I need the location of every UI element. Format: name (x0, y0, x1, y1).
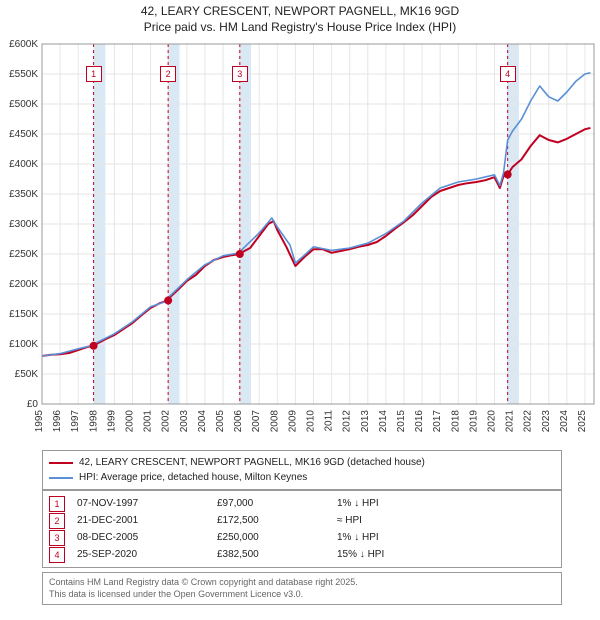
svg-text:2024: 2024 (559, 410, 570, 433)
chart-marker-3: 3 (232, 66, 248, 82)
event-date: 08-DEC-2005 (77, 532, 217, 543)
svg-text:2007: 2007 (251, 410, 262, 433)
svg-text:£0: £0 (27, 399, 39, 410)
event-date: 07-NOV-1997 (77, 498, 217, 509)
footer-line1: Contains HM Land Registry data © Crown c… (49, 577, 555, 589)
event-hpi: 15% ↓ HPI (337, 549, 384, 560)
event-price: £172,500 (217, 515, 337, 526)
title-line1: 42, LEARY CRESCENT, NEWPORT PAGNELL, MK1… (0, 4, 600, 20)
events-table: 107-NOV-1997£97,0001% ↓ HPI221-DEC-2001£… (42, 490, 562, 568)
event-marker-num: 3 (49, 530, 65, 546)
chart-marker-4: 4 (500, 66, 516, 82)
event-price: £250,000 (217, 532, 337, 543)
event-row: 2 21-DEC-2001£172,500≈ HPI (49, 512, 555, 529)
svg-text:2009: 2009 (287, 410, 298, 433)
svg-text:1995: 1995 (34, 410, 45, 433)
svg-text:2019: 2019 (468, 410, 479, 433)
svg-text:£300K: £300K (9, 219, 38, 230)
svg-text:2020: 2020 (486, 410, 497, 433)
svg-text:£600K: £600K (9, 40, 38, 50)
svg-text:£200K: £200K (9, 279, 38, 290)
svg-text:£400K: £400K (9, 159, 38, 170)
event-hpi: 1% ↓ HPI (337, 532, 379, 543)
svg-text:2023: 2023 (541, 410, 552, 433)
svg-text:2021: 2021 (505, 410, 516, 433)
svg-text:2005: 2005 (215, 410, 226, 433)
svg-text:2008: 2008 (269, 410, 280, 433)
event-date: 21-DEC-2001 (77, 515, 217, 526)
svg-text:2015: 2015 (396, 410, 407, 433)
event-hpi: 1% ↓ HPI (337, 498, 379, 509)
svg-text:2002: 2002 (161, 410, 172, 433)
svg-text:£250K: £250K (9, 249, 38, 260)
legend-label: HPI: Average price, detached house, Milt… (79, 472, 307, 483)
event-marker-num: 4 (49, 547, 65, 563)
svg-text:2018: 2018 (450, 410, 461, 433)
svg-text:2006: 2006 (233, 410, 244, 433)
event-row: 4 25-SEP-2020£382,50015% ↓ HPI (49, 546, 555, 563)
svg-text:2014: 2014 (378, 410, 389, 433)
legend-swatch (49, 477, 73, 479)
svg-text:2001: 2001 (143, 410, 154, 433)
svg-text:2025: 2025 (577, 410, 588, 433)
svg-text:1998: 1998 (88, 410, 99, 433)
event-price: £97,000 (217, 498, 337, 509)
event-date: 25-SEP-2020 (77, 549, 217, 560)
svg-text:2022: 2022 (523, 410, 534, 433)
svg-text:£450K: £450K (9, 129, 38, 140)
svg-text:2012: 2012 (342, 410, 353, 433)
svg-text:2011: 2011 (324, 410, 335, 432)
footer: Contains HM Land Registry data © Crown c… (42, 572, 562, 605)
svg-text:1999: 1999 (106, 410, 117, 433)
svg-text:£500K: £500K (9, 99, 38, 110)
svg-text:£150K: £150K (9, 309, 38, 320)
chart-title: 42, LEARY CRESCENT, NEWPORT PAGNELL, MK1… (0, 0, 600, 35)
chart-marker-1: 1 (86, 66, 102, 82)
svg-text:2004: 2004 (197, 410, 208, 433)
svg-text:£100K: £100K (9, 339, 38, 350)
svg-text:2013: 2013 (360, 410, 371, 433)
title-line2: Price paid vs. HM Land Registry's House … (0, 20, 600, 36)
legend-item: HPI: Average price, detached house, Milt… (49, 470, 555, 485)
svg-text:2017: 2017 (432, 410, 443, 433)
svg-text:£350K: £350K (9, 189, 38, 200)
legend-label: 42, LEARY CRESCENT, NEWPORT PAGNELL, MK1… (79, 457, 425, 468)
svg-text:£550K: £550K (9, 69, 38, 80)
chart-marker-2: 2 (160, 66, 176, 82)
svg-text:1996: 1996 (52, 410, 63, 433)
chart-svg: £0 £50K £100K £150K £200K £250K £300K £350K £400… (0, 40, 600, 440)
event-row: 1 07-NOV-1997£97,0001% ↓ HPI (49, 495, 555, 512)
legend-item: 42, LEARY CRESCENT, NEWPORT PAGNELL, MK1… (49, 455, 555, 470)
event-price: £382,500 (217, 549, 337, 560)
svg-text:£50K: £50K (15, 369, 39, 380)
event-marker-num: 1 (49, 496, 65, 512)
chart-area: £0 £50K £100K £150K £200K £250K £300K £350K £400… (0, 40, 600, 440)
svg-text:2016: 2016 (414, 410, 425, 433)
legend-swatch (49, 462, 73, 464)
legend: 42, LEARY CRESCENT, NEWPORT PAGNELL, MK1… (42, 450, 562, 490)
event-row: 3 08-DEC-2005£250,0001% ↓ HPI (49, 529, 555, 546)
event-hpi: ≈ HPI (337, 515, 362, 526)
footer-line2: This data is licensed under the Open Gov… (49, 589, 555, 601)
svg-text:2000: 2000 (124, 410, 135, 433)
svg-text:2010: 2010 (305, 410, 316, 433)
svg-text:1997: 1997 (70, 410, 81, 433)
svg-text:2003: 2003 (179, 410, 190, 433)
event-marker-num: 2 (49, 513, 65, 529)
